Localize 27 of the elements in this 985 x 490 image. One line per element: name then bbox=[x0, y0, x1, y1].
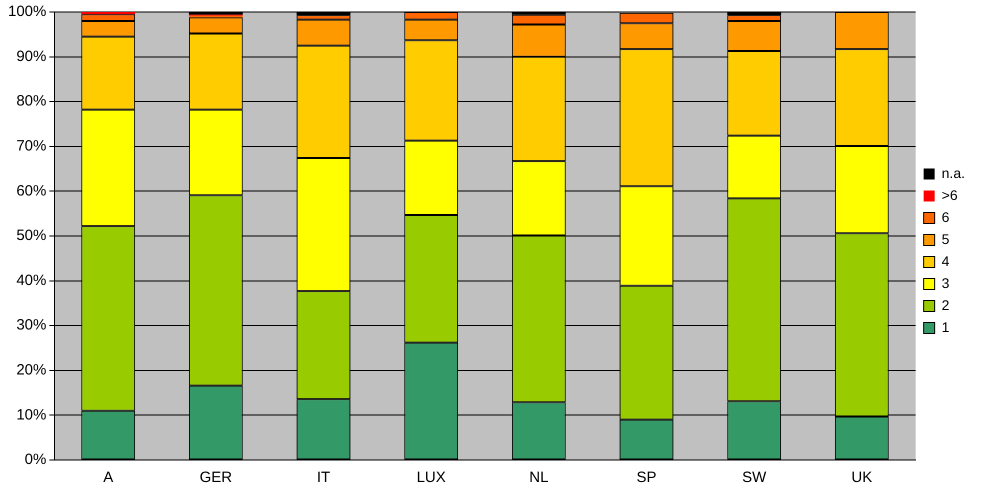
x-tick-label: IT bbox=[316, 469, 330, 486]
y-tick-label: 10% bbox=[16, 406, 46, 424]
y-tick-label: 70% bbox=[16, 138, 46, 155]
y-tick-label: 0% bbox=[24, 451, 46, 468]
legend-label: n.a. bbox=[942, 164, 966, 181]
y-tick-label: 80% bbox=[16, 92, 46, 110]
legend-label: 5 bbox=[942, 230, 950, 247]
legend-label: 2 bbox=[942, 296, 950, 313]
x-tick-label: A bbox=[103, 469, 114, 486]
legend-label: 1 bbox=[942, 318, 950, 335]
legend-label: 4 bbox=[942, 252, 950, 269]
y-tick-label: 40% bbox=[16, 272, 46, 289]
y-tick-label: 60% bbox=[16, 182, 46, 200]
x-tick-label: GER bbox=[200, 469, 232, 486]
legend-label: 6 bbox=[942, 208, 950, 225]
x-tick-label: SP bbox=[636, 469, 657, 486]
legend-label: >6 bbox=[942, 186, 958, 203]
x-tick-label: NL bbox=[529, 469, 548, 486]
y-tick-label: 30% bbox=[16, 316, 46, 334]
legend-label: 3 bbox=[942, 274, 950, 291]
y-tick-label: 20% bbox=[16, 362, 46, 379]
x-tick-label: SW bbox=[742, 469, 768, 486]
x-tick-label: UK bbox=[851, 469, 872, 486]
y-tick-label: 100% bbox=[8, 3, 46, 20]
y-tick-label: 50% bbox=[16, 227, 46, 244]
x-tick-label: LUX bbox=[416, 469, 446, 486]
y-tick-label: 90% bbox=[16, 48, 46, 65]
